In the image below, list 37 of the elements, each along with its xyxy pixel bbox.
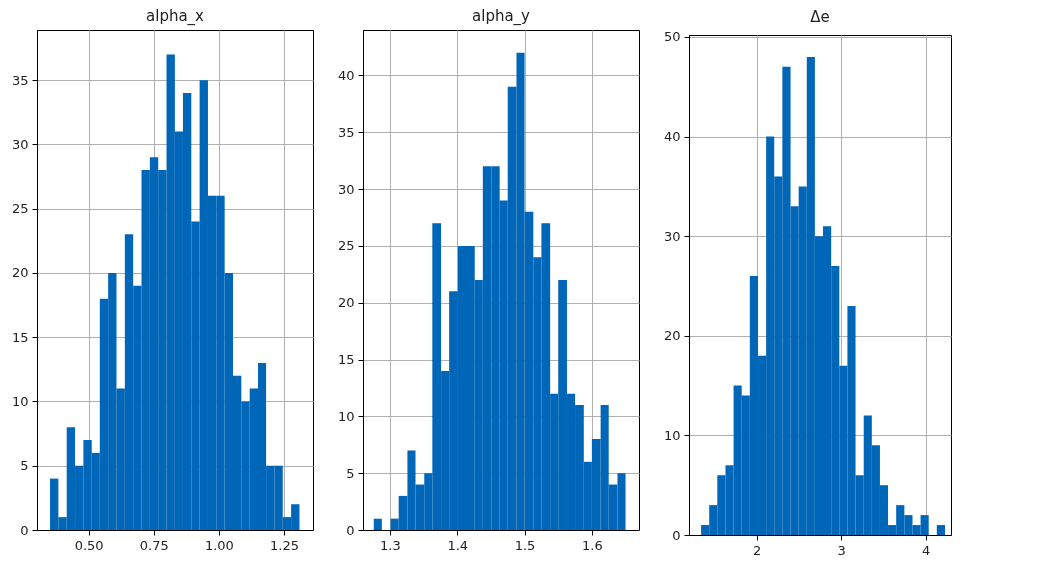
y-tick-label: 50 (663, 29, 681, 45)
y-tick-label: 0 (20, 522, 29, 538)
x-tick-label: 1.25 (270, 537, 300, 553)
y-tick-label: 25 (11, 201, 29, 217)
y-tick-label: 25 (337, 238, 355, 254)
x-tick-label: 0.50 (74, 537, 104, 553)
x-tick-label: 1.3 (380, 537, 401, 553)
x-tick-label: 1.6 (582, 537, 603, 553)
y-tick-label: 10 (663, 427, 681, 443)
x-tick-label: 3 (837, 542, 846, 558)
y-tick-label: 0 (346, 522, 355, 538)
x-tick-label: 1.00 (204, 537, 234, 553)
chart-title: alpha_y (472, 7, 531, 26)
y-tick-label: 30 (337, 181, 355, 197)
chart-title: alpha_x (146, 7, 205, 26)
y-tick-label: 30 (663, 228, 681, 244)
y-tick-label: 5 (20, 458, 29, 474)
y-tick-label: 10 (11, 393, 29, 409)
y-tick-label: 10 (337, 408, 355, 424)
y-tick-label: 20 (337, 295, 355, 311)
y-tick-label: 0 (672, 527, 681, 543)
x-tick-label: 1.5 (514, 537, 536, 553)
x-tick-label: 4 (922, 542, 931, 558)
y-tick-label: 30 (11, 136, 29, 152)
chart-title: Δe (810, 7, 830, 26)
y-tick-label: 15 (11, 329, 29, 345)
y-tick-label: 40 (337, 67, 355, 83)
x-tick-label: 1.4 (447, 537, 469, 553)
y-tick-label: 20 (11, 265, 29, 281)
y-tick-label: 35 (337, 124, 355, 140)
y-tick-label: 40 (663, 129, 681, 145)
x-tick-label: 0.75 (139, 537, 169, 553)
y-tick-label: 35 (11, 72, 29, 88)
x-tick-label: 2 (753, 542, 762, 558)
y-tick-label: 15 (337, 352, 355, 368)
y-tick-label: 5 (346, 465, 355, 481)
y-tick-label: 20 (663, 328, 681, 344)
